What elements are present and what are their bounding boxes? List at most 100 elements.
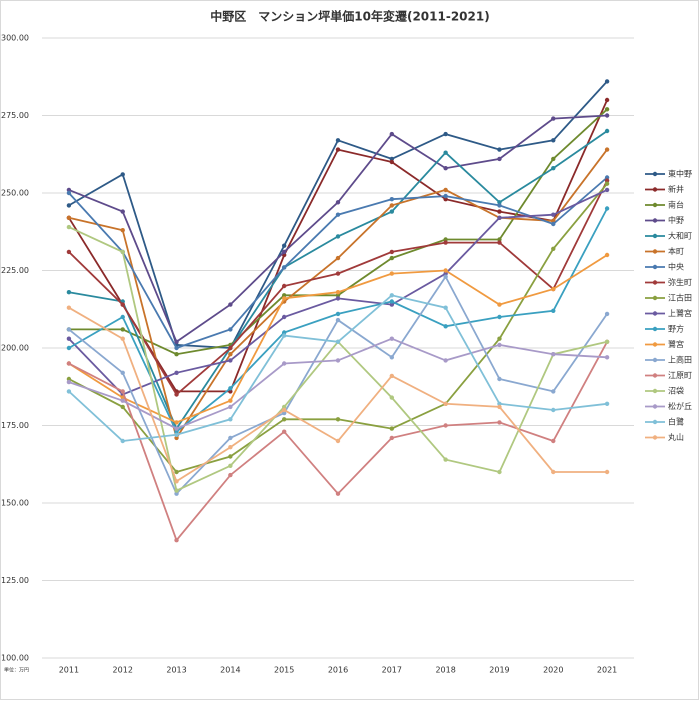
point-marker	[281, 404, 287, 410]
point-marker	[551, 389, 556, 394]
point-marker	[228, 345, 233, 351]
point-marker	[335, 358, 341, 363]
point-marker	[335, 255, 341, 261]
point-marker	[497, 237, 502, 242]
legend-label: 新井	[668, 184, 684, 194]
legend-label: 大和町	[668, 231, 692, 241]
y-tick-label: 100.00	[1, 654, 29, 663]
point-marker	[389, 373, 395, 379]
point-marker	[335, 417, 341, 422]
point-marker	[604, 147, 610, 152]
point-marker	[497, 342, 502, 348]
legend-marker	[652, 419, 658, 425]
point-marker	[335, 234, 341, 239]
point-marker	[443, 423, 448, 428]
x-tick-label: 2020	[543, 666, 563, 675]
point-marker	[497, 420, 502, 425]
point-marker	[120, 404, 125, 410]
point-marker	[228, 463, 233, 468]
point-marker	[551, 246, 556, 251]
point-marker	[604, 79, 610, 84]
point-marker	[389, 302, 395, 307]
point-marker	[228, 417, 233, 422]
legend-label: 江原町	[668, 371, 692, 380]
x-tick-label: 2017	[382, 666, 402, 675]
point-marker	[551, 438, 556, 444]
y-tick-label: 300.00	[1, 34, 29, 43]
legend-label: 松が丘	[668, 401, 692, 411]
point-marker	[497, 404, 502, 410]
point-marker	[551, 156, 556, 162]
point-marker	[228, 352, 233, 357]
point-marker	[66, 376, 72, 382]
point-marker	[604, 469, 610, 475]
point-marker	[497, 336, 502, 341]
point-marker	[443, 401, 448, 406]
point-marker	[604, 175, 610, 180]
point-marker	[120, 398, 125, 403]
point-marker	[66, 249, 72, 255]
point-marker	[66, 345, 72, 351]
point-marker	[389, 197, 395, 202]
point-marker	[335, 293, 341, 298]
legend-marker	[652, 202, 658, 208]
point-marker	[389, 299, 395, 304]
legend-marker	[652, 187, 658, 192]
point-marker	[120, 370, 125, 375]
point-marker	[228, 454, 233, 459]
point-marker	[174, 538, 179, 543]
point-marker	[551, 221, 556, 227]
point-marker	[551, 166, 556, 171]
legend-marker	[652, 342, 658, 347]
legend-marker	[652, 373, 658, 378]
point-marker	[604, 113, 610, 118]
y-tick-label: 250.00	[1, 189, 29, 198]
point-marker	[551, 469, 556, 475]
point-marker	[443, 274, 448, 279]
x-tick-label: 2014	[220, 666, 240, 675]
point-marker	[604, 187, 610, 193]
point-marker	[66, 187, 72, 193]
point-marker	[120, 389, 125, 394]
point-marker	[228, 327, 233, 332]
y-tick-label: 225.00	[1, 266, 29, 275]
point-marker	[389, 271, 395, 276]
point-marker	[281, 283, 287, 289]
legend-label: 弥生町	[668, 277, 692, 287]
point-marker	[120, 228, 125, 233]
legend-marker	[652, 295, 658, 301]
point-marker	[497, 314, 502, 320]
point-marker	[228, 302, 233, 307]
point-marker	[551, 116, 556, 121]
legend-label: 江古田	[668, 293, 692, 303]
legend-marker	[652, 264, 658, 270]
point-marker	[551, 212, 556, 217]
point-marker	[228, 435, 233, 441]
point-marker	[443, 457, 448, 462]
x-tick-label: 2018	[435, 666, 455, 675]
point-marker	[551, 286, 556, 292]
point-marker	[335, 491, 341, 496]
legend-label: 鷺宮	[668, 339, 684, 349]
unit-note: 単位：万円	[4, 667, 29, 674]
point-marker	[497, 240, 502, 245]
y-tick-label: 200.00	[1, 344, 29, 353]
point-marker	[604, 181, 610, 186]
point-marker	[281, 361, 287, 366]
point-marker	[443, 240, 448, 245]
point-marker	[604, 339, 610, 344]
point-marker	[551, 308, 556, 313]
point-marker	[281, 410, 287, 416]
point-marker	[389, 159, 395, 165]
legend-marker	[652, 171, 658, 177]
point-marker	[389, 395, 395, 400]
point-marker	[281, 429, 287, 434]
point-marker	[174, 370, 179, 375]
legend-marker	[652, 388, 658, 394]
legend-marker	[652, 326, 658, 332]
y-tick-label: 150.00	[1, 499, 29, 508]
point-marker	[335, 317, 341, 323]
point-marker	[497, 203, 502, 208]
point-marker	[497, 209, 502, 214]
